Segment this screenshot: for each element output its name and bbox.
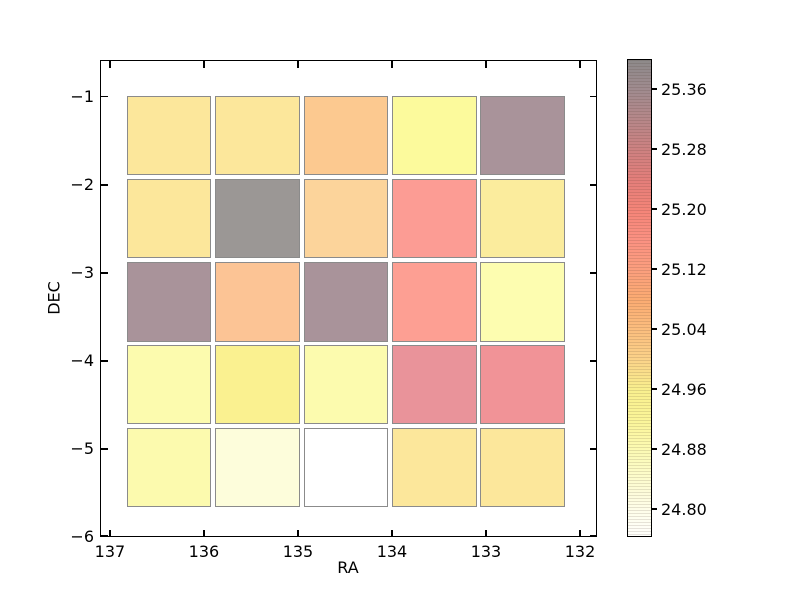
x-tick-label: 136	[188, 542, 220, 561]
colorbar-tick-mark	[652, 268, 657, 270]
heatmap-cell	[391, 427, 477, 508]
x-tick-label: 132	[564, 542, 596, 561]
y-tick-mark	[101, 448, 108, 450]
heatmap-cell	[303, 178, 389, 258]
x-tick-mark	[485, 61, 487, 68]
heatmap-cell	[126, 95, 212, 176]
y-tick-label: −2	[70, 175, 94, 195]
heatmap-cell	[480, 178, 565, 258]
heatmap-cell	[480, 95, 565, 176]
colorbar-tick-mark	[652, 208, 657, 210]
colorbar-tick-label: 25.04	[661, 319, 707, 339]
heatmap-cell	[126, 178, 212, 258]
y-tick-mark	[589, 448, 596, 450]
colorbar-tick-label: 25.28	[661, 139, 707, 159]
colorbar-tick-label: 24.96	[661, 379, 707, 399]
heatmap-cell	[391, 345, 477, 425]
x-tick-mark	[579, 61, 581, 68]
x-tick-label: 134	[376, 542, 408, 561]
heatmap-cell	[480, 262, 565, 342]
heatmap-cell	[303, 262, 389, 342]
heatmap-cell	[303, 95, 389, 176]
colorbar-tick-label: 24.88	[661, 439, 707, 459]
heatmap-cell	[215, 345, 300, 425]
colorbar	[627, 59, 652, 537]
heatmap-cell	[391, 262, 477, 342]
y-axis-label: DEC	[44, 281, 64, 315]
x-tick-mark	[485, 529, 487, 536]
heatmap-cell	[480, 427, 565, 508]
y-tick-mark	[101, 272, 108, 274]
y-tick-mark	[589, 360, 596, 362]
y-tick-mark	[589, 95, 596, 98]
x-tick-mark	[391, 529, 393, 536]
heatmap-cell	[126, 262, 212, 342]
y-tick-label: −3	[70, 263, 94, 283]
heatmap-cell	[480, 345, 565, 425]
colorbar-tick-label: 25.36	[661, 79, 707, 99]
y-tick-mark	[101, 360, 108, 362]
colorbar-tick-mark	[652, 508, 657, 510]
x-tick-mark	[109, 529, 111, 536]
colorbar-tick-label: 25.12	[661, 259, 707, 279]
colorbar-tick-mark	[652, 148, 657, 150]
x-tick-mark	[109, 61, 111, 68]
x-tick-label: 137	[94, 542, 126, 561]
heatmap-cell	[215, 95, 300, 176]
x-tick-mark	[203, 61, 205, 68]
y-tick-mark	[589, 272, 596, 274]
x-tick-mark	[297, 61, 299, 68]
heatmap-cell	[215, 262, 300, 342]
x-tick-mark	[203, 529, 205, 536]
y-tick-mark	[101, 534, 108, 536]
y-tick-mark	[589, 534, 596, 536]
x-tick-mark	[297, 529, 299, 536]
colorbar-tick-label: 24.80	[661, 499, 707, 519]
y-tick-label: −5	[70, 439, 94, 459]
colorbar-tick-label: 25.20	[661, 199, 707, 219]
heatmap-cell	[303, 345, 389, 425]
x-axis-label: RA	[337, 558, 359, 577]
colorbar-tick-mark	[652, 388, 657, 390]
colorbar-tick-mark	[652, 328, 657, 330]
x-tick-mark	[579, 529, 581, 536]
heatmap-cell	[303, 427, 389, 508]
heatmap-cell	[126, 427, 212, 508]
colorbar-tick-mark	[652, 88, 657, 90]
heatmap-cell	[215, 427, 300, 508]
x-tick-label: 135	[282, 542, 314, 561]
colorbar-tick-mark	[652, 448, 657, 450]
x-tick-mark	[391, 61, 393, 68]
y-tick-mark	[101, 184, 108, 186]
heatmap-cell	[391, 95, 477, 176]
heatmap-cell	[391, 178, 477, 258]
y-tick-label: −1	[70, 87, 94, 107]
heatmap-cell	[126, 345, 212, 425]
heatmap-cell	[215, 178, 300, 258]
y-tick-mark	[101, 95, 108, 98]
y-tick-mark	[589, 184, 596, 186]
x-tick-label: 133	[470, 542, 502, 561]
y-tick-label: −6	[70, 526, 94, 546]
y-tick-label: −4	[70, 351, 94, 371]
